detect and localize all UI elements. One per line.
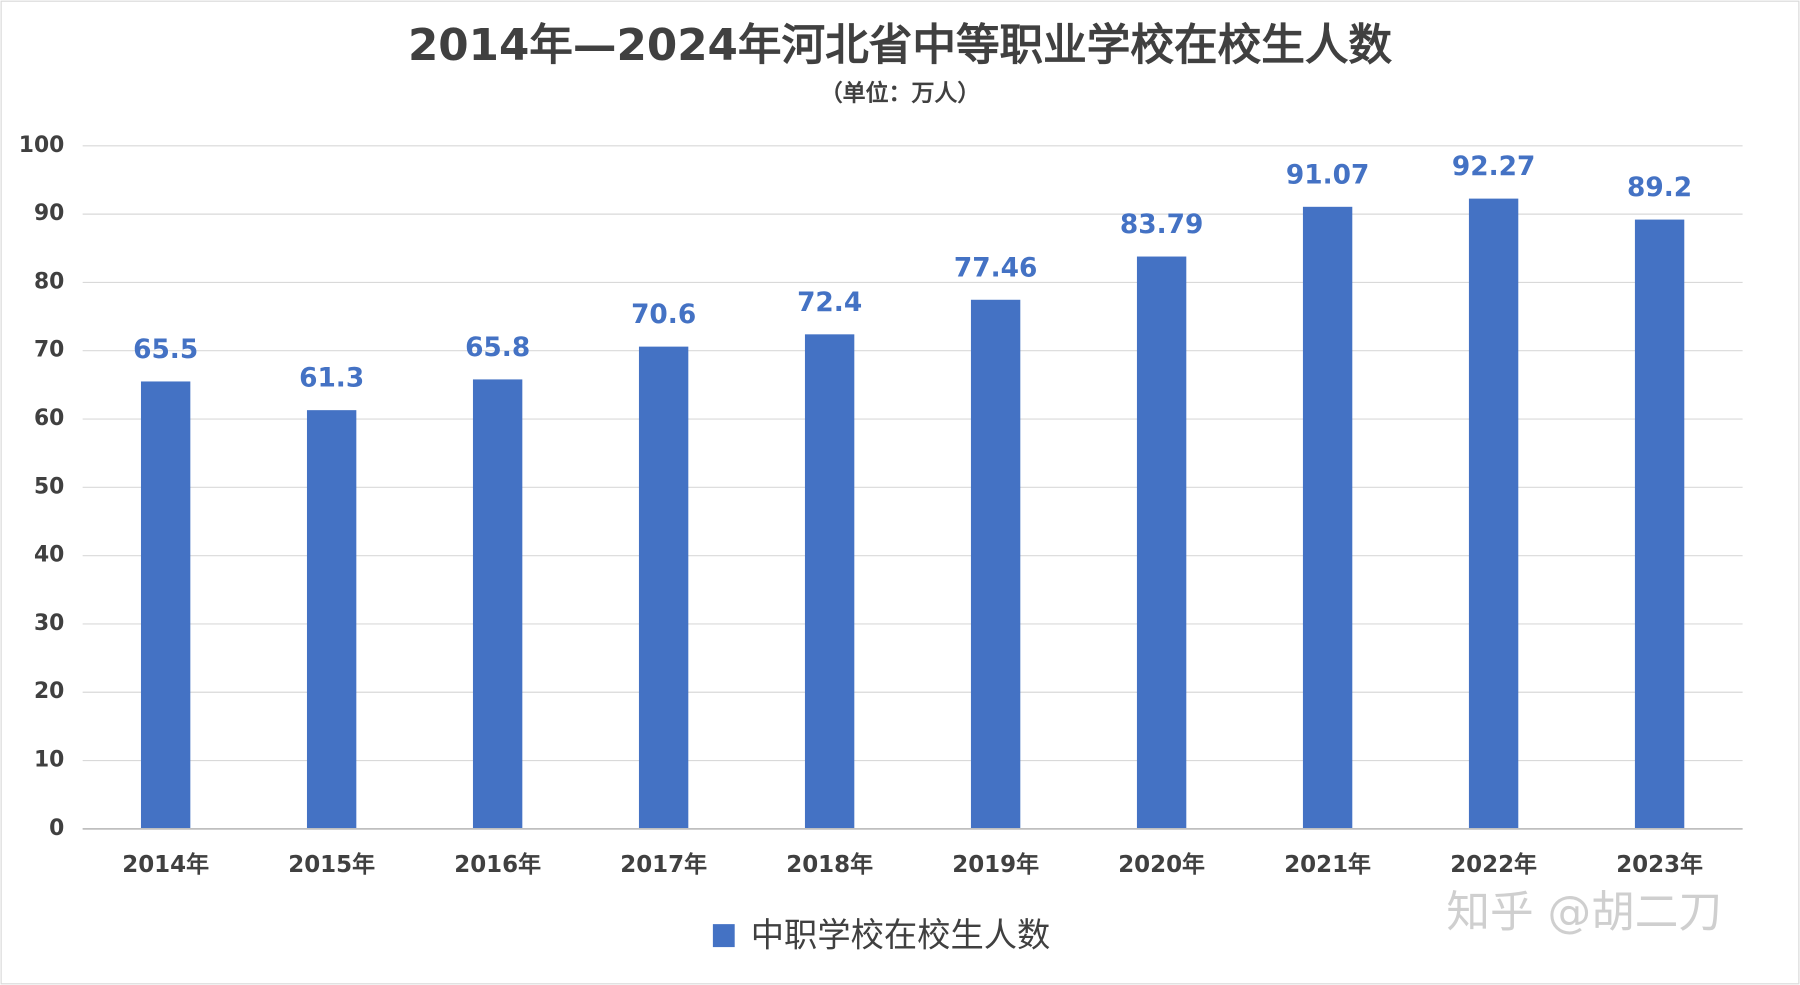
x-tick-label: 2017年 <box>620 851 707 878</box>
y-tick-label: 80 <box>34 269 64 294</box>
x-tick-label: 2020年 <box>1118 851 1205 878</box>
chart-subtitle: （单位：万人） <box>820 80 981 107</box>
x-tick-label: 2014年 <box>122 851 209 878</box>
bar <box>804 334 855 829</box>
bar <box>1468 198 1519 829</box>
x-tick-label: 2016年 <box>454 851 541 878</box>
data-label: 70.6 <box>631 299 696 330</box>
bar <box>140 381 191 829</box>
data-label: 83.79 <box>1120 209 1203 240</box>
x-tick-label: 2022年 <box>1450 851 1537 878</box>
x-tick-label: 2015年 <box>288 851 375 878</box>
data-label: 65.8 <box>465 332 530 363</box>
x-tick-label: 2018年 <box>786 851 873 878</box>
bar <box>472 379 523 829</box>
watermark: 知乎 @胡二刀 <box>1446 888 1722 938</box>
legend-label: 中职学校在校生人数 <box>751 915 1051 954</box>
bar <box>306 410 357 829</box>
y-tick-label: 10 <box>34 748 64 773</box>
y-tick-label: 30 <box>34 611 64 636</box>
data-label: 65.5 <box>133 334 198 365</box>
bar <box>970 299 1021 829</box>
x-tick-label: 2023年 <box>1616 851 1703 878</box>
data-label: 92.27 <box>1452 151 1535 182</box>
y-tick-label: 100 <box>19 133 65 158</box>
data-label: 77.46 <box>954 252 1037 283</box>
chart-title: 2014年—2024年河北省中等职业学校在校生人数 <box>408 21 1392 71</box>
data-label: 89.2 <box>1627 172 1692 203</box>
y-tick-label: 40 <box>34 543 64 568</box>
bar <box>1136 256 1187 829</box>
y-tick-label: 60 <box>34 406 64 431</box>
bar <box>1302 206 1353 829</box>
y-tick-label: 20 <box>34 679 64 704</box>
y-tick-label: 50 <box>34 474 64 499</box>
y-tick-label: 90 <box>34 201 64 226</box>
bar <box>638 346 689 829</box>
y-tick-label: 0 <box>49 816 64 841</box>
data-label: 61.3 <box>299 363 364 394</box>
data-label: 72.4 <box>797 287 862 318</box>
legend-swatch <box>712 924 735 948</box>
x-tick-label: 2019年 <box>952 851 1039 878</box>
x-tick-label: 2021年 <box>1284 851 1371 878</box>
bar <box>1634 219 1685 829</box>
data-label: 91.07 <box>1286 159 1369 190</box>
y-tick-label: 70 <box>34 338 64 363</box>
